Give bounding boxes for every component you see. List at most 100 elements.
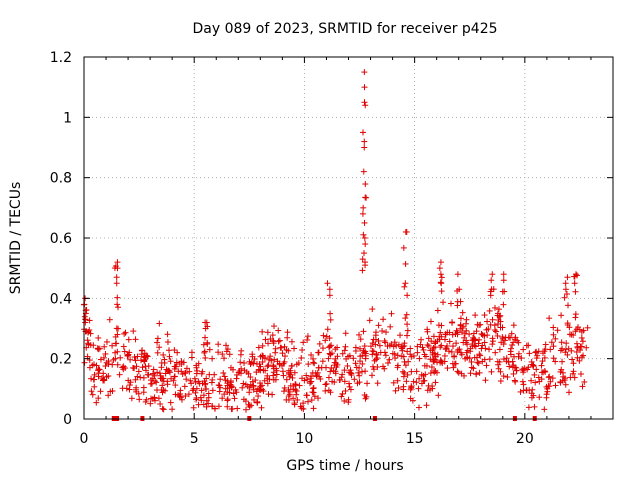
data-point [579, 338, 586, 345]
data-point [306, 380, 313, 387]
data-point [152, 378, 159, 385]
data-point [113, 280, 120, 287]
data-point [304, 333, 311, 340]
data-point [359, 210, 366, 217]
data-point [552, 358, 559, 365]
data-point [284, 334, 291, 341]
data-point [99, 377, 106, 384]
data-point [529, 386, 536, 393]
data-point [517, 388, 524, 395]
data-point [500, 271, 507, 278]
data-point [202, 334, 209, 341]
data-point [254, 385, 261, 392]
data-point [288, 362, 295, 369]
data-point [445, 348, 452, 355]
data-point [481, 356, 488, 363]
data-point [458, 370, 465, 377]
data-point [224, 346, 231, 353]
data-point [500, 277, 507, 284]
data-point [500, 301, 507, 308]
data-point [372, 341, 379, 348]
data-point [332, 346, 339, 353]
data-point [285, 347, 292, 354]
data-point [361, 349, 368, 356]
data-point [156, 344, 163, 351]
data-point [454, 331, 461, 338]
data-point [329, 378, 336, 385]
data-point [356, 345, 363, 352]
data-point [427, 370, 434, 377]
data-point [290, 382, 297, 389]
data-point [566, 331, 573, 338]
data-point [93, 362, 100, 369]
data-point [550, 355, 557, 362]
data-point [103, 338, 110, 345]
data-point [423, 402, 430, 409]
data-point [293, 361, 300, 368]
data-point [160, 351, 167, 358]
data-point [573, 326, 580, 333]
data-point [264, 380, 271, 387]
data-point [279, 362, 286, 369]
data-point [362, 368, 369, 375]
data-point [437, 259, 444, 266]
data-point [353, 364, 360, 371]
data-point [183, 365, 190, 372]
data-point [164, 339, 171, 346]
data-point [572, 288, 579, 295]
data-point [117, 354, 124, 361]
data-point [520, 381, 527, 388]
data-point [201, 348, 208, 355]
data-point [422, 353, 429, 360]
data-point [171, 373, 178, 380]
data-point [583, 344, 590, 351]
data-point [362, 241, 369, 248]
data-point [407, 345, 414, 352]
data-point [359, 256, 366, 263]
data-point [529, 361, 536, 368]
data-point [175, 368, 182, 375]
data-point [258, 404, 265, 411]
data-point [500, 356, 507, 363]
data-point [450, 343, 457, 350]
data-point [425, 335, 432, 342]
data-point [204, 340, 211, 347]
data-point [350, 355, 357, 362]
data-point [374, 355, 381, 362]
data-point [498, 339, 505, 346]
data-point [200, 341, 207, 348]
data-point [223, 342, 230, 349]
data-point [90, 361, 97, 368]
data-point [530, 392, 537, 399]
data-point [355, 331, 362, 338]
data-point [472, 312, 479, 319]
data-point [270, 369, 277, 376]
data-point [318, 364, 325, 371]
data-point [427, 318, 434, 325]
y-tick-label: 0.2 [50, 352, 72, 368]
data-point [308, 397, 315, 404]
data-point [578, 354, 585, 361]
data-point [156, 320, 163, 327]
data-point [497, 368, 504, 375]
data-point [300, 400, 307, 407]
data-point [545, 374, 552, 381]
data-point [100, 376, 107, 383]
data-point [499, 334, 506, 341]
data-point [188, 380, 195, 387]
data-point [402, 362, 409, 369]
data-point [202, 386, 209, 393]
data-point [452, 360, 459, 367]
data-point [461, 334, 468, 341]
data-point [476, 336, 483, 343]
data-point [121, 348, 128, 355]
data-point [250, 382, 257, 389]
data-point [164, 331, 171, 338]
data-point [552, 335, 559, 342]
data-point [245, 401, 252, 408]
data-point [533, 348, 540, 355]
data-point [477, 321, 484, 328]
data-point [533, 366, 540, 373]
axis-ticks [83, 56, 613, 420]
data-point [390, 379, 397, 386]
